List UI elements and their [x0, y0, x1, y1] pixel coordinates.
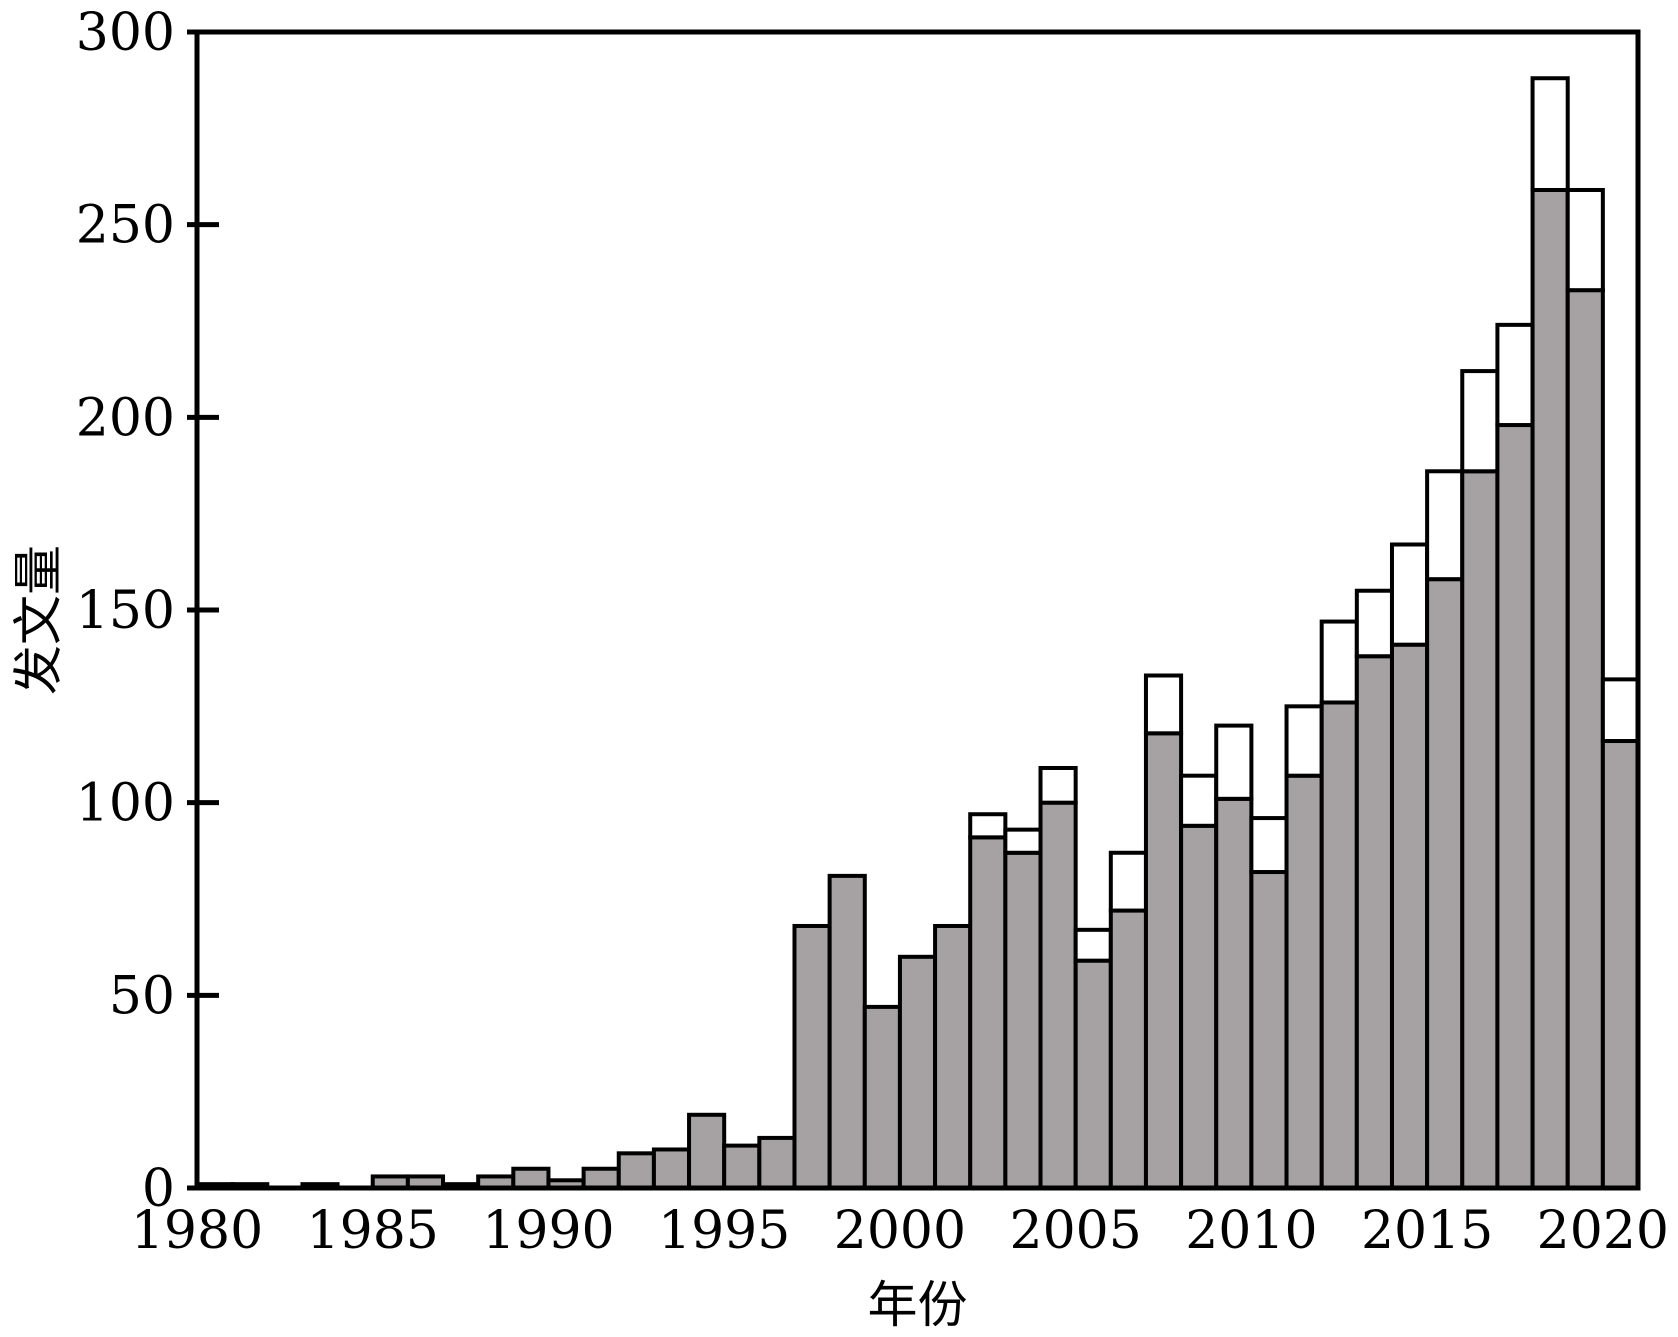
- bar-2014-s0: [1389, 642, 1430, 1190]
- bar-1997-s0: [792, 923, 832, 1190]
- bar-2007-s1: [1143, 673, 1184, 736]
- bar-2007-s0: [1143, 731, 1184, 1190]
- bar-2002-s1: [968, 812, 1008, 840]
- bar-1995-s0: [722, 1143, 762, 1190]
- x-axis-label: 年份: [868, 1276, 968, 1334]
- bar-2017-s0: [1495, 423, 1535, 1191]
- bar-2006-s0: [1108, 908, 1148, 1190]
- bar-2002-s0: [968, 835, 1008, 1190]
- y-tick-label-0: 0: [142, 1159, 175, 1219]
- bar-2005-s0: [1073, 958, 1113, 1190]
- x-tick-label-2015: 2015: [1361, 1201, 1493, 1261]
- bar-2013-s0: [1354, 654, 1394, 1190]
- bar-1993-s0: [651, 1147, 692, 1191]
- bar-2018-s1: [1530, 76, 1570, 192]
- bar-1989-s0: [511, 1166, 551, 1190]
- bar-2015-s0: [1425, 577, 1465, 1190]
- bar-2005-s1: [1073, 927, 1113, 963]
- x-tick-label-2005: 2005: [1009, 1201, 1141, 1261]
- bar-2020-s0: [1600, 739, 1640, 1190]
- bar-2018-s0: [1530, 187, 1570, 1190]
- y-tick-label-250: 250: [76, 196, 175, 256]
- bar-2004-s0: [1038, 800, 1078, 1191]
- bar-2019-s1: [1565, 187, 1605, 293]
- bar-2015-s1: [1425, 469, 1465, 582]
- x-tick-label-1995: 1995: [658, 1201, 790, 1261]
- x-tick-label-1980: 1980: [131, 1201, 263, 1261]
- bar-2012-s1: [1319, 619, 1359, 705]
- bar-1991-s0: [581, 1166, 621, 1190]
- bar-2014-s1: [1389, 542, 1430, 647]
- y-tick-label-50: 50: [109, 966, 175, 1026]
- bar-2009-s0: [1214, 796, 1254, 1191]
- bar-1998-s0: [827, 873, 867, 1190]
- y-tick-label-150: 150: [76, 581, 175, 641]
- bar-2008-s1: [1179, 773, 1219, 828]
- y-tick-label-100: 100: [76, 774, 175, 834]
- bars-group: [195, 76, 1640, 1191]
- x-tick-label-2010: 2010: [1185, 1201, 1317, 1261]
- bar-2017-s1: [1495, 322, 1535, 428]
- x-tick-label-1985: 1985: [307, 1201, 439, 1261]
- bar-2011-s1: [1284, 704, 1324, 778]
- bar-2011-s0: [1284, 773, 1324, 1191]
- x-axis-ticks: 1980 1985 1990 1995 2000 2005 2010 2015 2020: [131, 1201, 1669, 1261]
- bar-2016-s0: [1460, 469, 1500, 1190]
- bar-2001-s0: [933, 923, 973, 1190]
- bar-2020-s1: [1600, 677, 1640, 744]
- x-tick-label-1990: 1990: [482, 1201, 614, 1261]
- y-axis-ticks: 0 50 100 150 200 250 300: [76, 3, 219, 1219]
- bar-1992-s0: [616, 1151, 656, 1190]
- bar-2009-s1: [1214, 723, 1254, 801]
- bar-2000-s0: [897, 954, 938, 1190]
- bar-2019-s0: [1565, 288, 1605, 1190]
- bar-2003-s1: [1003, 827, 1043, 855]
- bar-2003-s0: [1003, 850, 1043, 1190]
- bar-1994-s0: [687, 1112, 727, 1190]
- bar-1999-s0: [862, 1004, 902, 1190]
- bar-2016-s1: [1460, 369, 1500, 474]
- x-tick-label-2020: 2020: [1537, 1201, 1669, 1261]
- bar-1996-s0: [757, 1135, 797, 1190]
- bar-2010-s1: [1249, 816, 1289, 875]
- bar-2013-s1: [1354, 588, 1394, 659]
- x-tick-label-2000: 2000: [834, 1201, 966, 1261]
- bar-2008-s0: [1179, 823, 1219, 1191]
- y-axis-label: 发文量: [10, 545, 68, 695]
- bar-2006-s1: [1108, 850, 1148, 913]
- bar-2004-s1: [1038, 765, 1078, 805]
- bar-2010-s0: [1249, 870, 1289, 1190]
- bar-2012-s0: [1319, 700, 1359, 1190]
- y-tick-label-300: 300: [76, 3, 175, 63]
- y-tick-label-200: 200: [76, 388, 175, 448]
